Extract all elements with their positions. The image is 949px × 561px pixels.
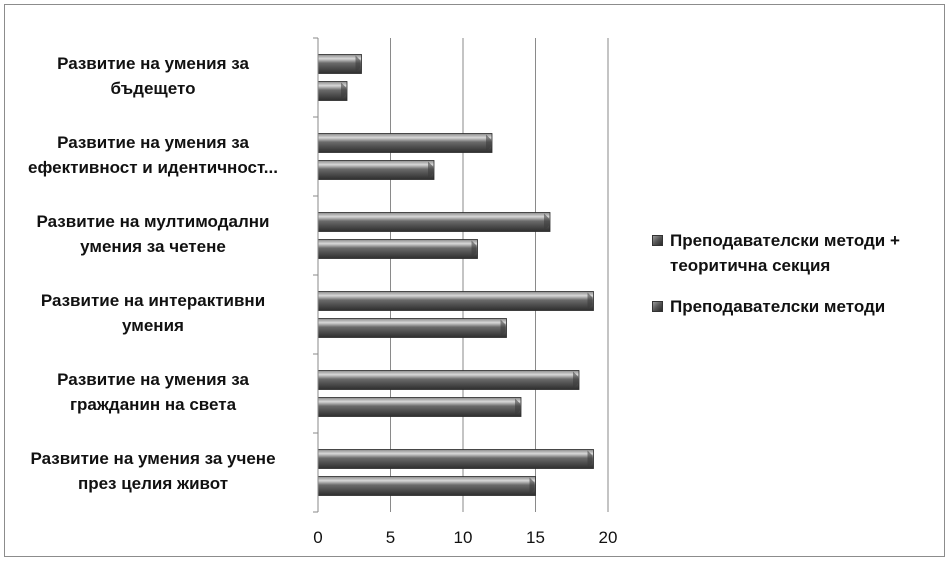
category-label-3-line1: Развитие на мултимодални [36,211,270,231]
category-label-2: Развитие на умения за ефективност и идент… [0,130,308,180]
category-label-3: Развитие на мултимодални умения за четене [0,209,308,259]
category-label-5-line2: гражданин на света [69,394,237,414]
bar-series2-cat5 [317,397,522,417]
category-label-1-line1: Развитие на умения за [57,53,249,73]
bar-bevel [587,292,593,310]
category-label-5-line1: Развитие на умения за [57,369,249,389]
category-label-6-line2: през целия живот [77,473,229,493]
category-label-5: Развитие на умения за гражданин на света [0,367,308,417]
bar-bevel [486,134,491,152]
legend-swatch-methods [652,301,663,312]
bar-series1-cat5 [317,370,580,390]
category-label-4-line1: Развитие на интерактивни [40,290,266,310]
bar-series1-cat1 [317,54,362,74]
legend-swatch-methods-theory [652,235,663,246]
bar-series2-cat4 [317,318,507,338]
legend-label-methods-theory-line1: Преподавателски методи + [670,231,900,250]
bar-series1-cat3 [317,212,551,232]
bar-series2-cat3 [317,239,478,259]
bar-series2-cat6 [317,476,536,496]
bar-bevel [529,477,535,495]
legend-label-methods: Преподавателски методи [670,297,886,316]
legend-label-methods-theory-line2: теоритична секция [670,256,831,275]
legend: Преподавателски методи + теоритична секц… [652,228,942,335]
category-label-2-line1: Развитие на умения за [57,132,249,152]
category-label-4: Развитие на интерактивни умения [0,288,308,338]
category-label-2-line2: ефективност и идентичност... [28,157,278,177]
category-label-1-line2: бъдещето [110,78,196,98]
legend-item-methods-theory: Преподавателски методи + теоритична секц… [652,228,942,278]
category-label-4-line2: умения [122,315,184,335]
bar-bevel [428,161,433,179]
bar-bevel [500,319,506,337]
x-tick-label-20: 20 [598,528,618,547]
bar-bevel [573,371,578,389]
bar-bevel [341,82,346,100]
category-label-6: Развитие на умения за учене през целия жи… [0,446,308,496]
category-label-1: Развитие на умения за бъдещето [0,51,308,101]
bar-bevel [544,213,549,231]
x-tick-label-10: 10 [453,528,473,547]
bar-bevel [355,55,361,73]
x-tick-label-15: 15 [526,528,545,547]
x-tick-label-5: 5 [385,528,396,547]
bar-bevel [471,240,477,258]
bar-bevel [515,398,520,416]
bar-bevel [587,450,593,468]
bar-series1-cat6 [317,449,594,469]
x-tick-label-0: 0 [313,528,323,547]
bar-series2-cat2 [317,160,435,180]
bar-series1-cat2 [317,133,493,153]
legend-item-methods: Преподавателски методи [652,294,942,319]
bar-series1-cat4 [317,291,594,311]
category-label-6-line1: Развитие на умения за учене [30,448,276,468]
category-label-3-line2: умения за четене [80,236,226,256]
